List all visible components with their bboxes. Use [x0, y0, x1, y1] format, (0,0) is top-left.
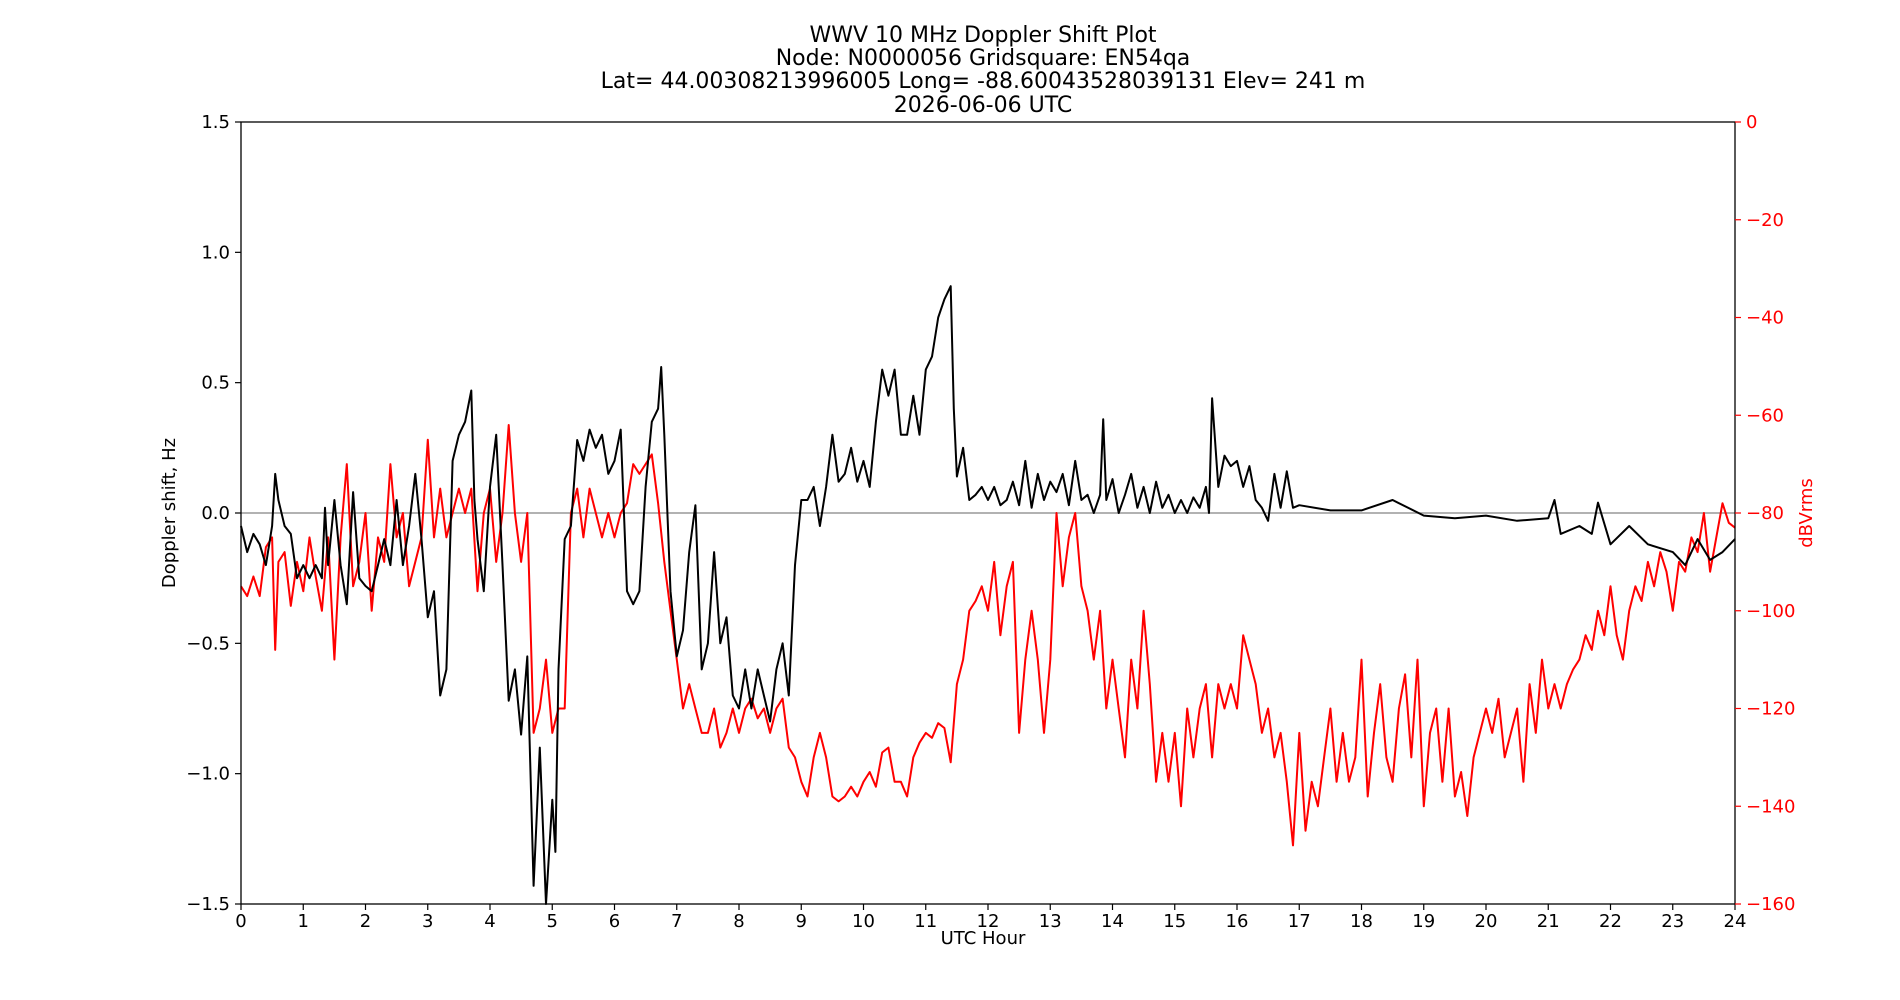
y-left-tick-label: 1.5	[201, 112, 230, 133]
y-right-axis-label: dBVrms	[1796, 478, 1817, 548]
series-layer	[240, 285, 1736, 905]
y-right-tick-label: −160	[1746, 894, 1795, 915]
signal-power-line	[240, 424, 1736, 847]
x-tick-label: 0	[235, 911, 246, 932]
x-tick-label: 15	[1163, 911, 1186, 932]
x-tick-label: 23	[1661, 911, 1684, 932]
x-tick-label: 4	[484, 911, 495, 932]
x-tick-label: 10	[852, 911, 875, 932]
x-tick-label: 7	[671, 911, 682, 932]
y-left-axis-ticks: 1.5 1.0 0.5 0.0 −0.5 −1.0 −1.5	[186, 112, 241, 915]
y-left-tick-label: 0.5	[201, 373, 230, 394]
title-line-1: WWV 10 MHz Doppler Shift Plot	[809, 23, 1156, 48]
doppler-shift-line	[240, 285, 1736, 905]
y-left-tick-label: 0.0	[201, 503, 230, 524]
x-axis-label: UTC Hour	[941, 928, 1026, 949]
x-tick-label: 11	[914, 911, 937, 932]
y-right-tick-label: −120	[1746, 699, 1795, 720]
x-tick-label: 17	[1288, 911, 1311, 932]
y-right-tick-label: −80	[1746, 503, 1784, 524]
y-left-tick-label: −0.5	[186, 633, 230, 654]
x-tick-label: 24	[1724, 911, 1747, 932]
y-left-tick-label: −1.5	[186, 894, 230, 915]
x-tick-label: 5	[547, 911, 558, 932]
x-tick-label: 22	[1599, 911, 1622, 932]
x-axis-ticks: 0 1 2 3 4 5 6 7 8 9 10 11 12 13 14 15 16 17 18 19 20 21 22 23 24	[235, 904, 1746, 932]
x-tick-label: 2	[360, 911, 371, 932]
title-line-3: Lat= 44.00308213996005 Long= -88.6004352…	[601, 69, 1366, 94]
x-tick-label: 16	[1226, 911, 1249, 932]
y-left-axis-label: Doppler shift, Hz	[159, 438, 180, 588]
x-tick-label: 1	[298, 911, 309, 932]
x-tick-label: 20	[1475, 911, 1498, 932]
y-left-tick-label: −1.0	[186, 764, 230, 785]
x-tick-label: 21	[1537, 911, 1560, 932]
x-tick-label: 9	[796, 911, 807, 932]
y-right-axis-ticks: 0 −20 −40 −60 −80 −100 −120 −140 −160	[1735, 112, 1795, 915]
title-line-2: Node: N0000056 Gridsquare: EN54qa	[776, 46, 1191, 71]
y-right-tick-label: −20	[1746, 210, 1784, 231]
x-tick-label: 8	[733, 911, 744, 932]
x-tick-label: 3	[422, 911, 433, 932]
x-tick-label: 14	[1101, 911, 1124, 932]
x-tick-label: 13	[1039, 911, 1062, 932]
x-tick-label: 18	[1350, 911, 1373, 932]
x-tick-label: 6	[609, 911, 620, 932]
y-right-tick-label: −100	[1746, 601, 1795, 622]
chart-title: WWV 10 MHz Doppler Shift Plot Node: N000…	[601, 23, 1366, 118]
y-right-tick-label: −60	[1746, 405, 1784, 426]
y-right-tick-label: 0	[1746, 112, 1757, 133]
x-tick-label: 19	[1412, 911, 1435, 932]
title-line-4: 2026-06-06 UTC	[894, 93, 1072, 118]
y-right-tick-label: −40	[1746, 308, 1784, 329]
y-right-tick-label: −140	[1746, 796, 1795, 817]
x-tick-label: 12	[977, 911, 1000, 932]
y-left-tick-label: 1.0	[201, 242, 230, 263]
